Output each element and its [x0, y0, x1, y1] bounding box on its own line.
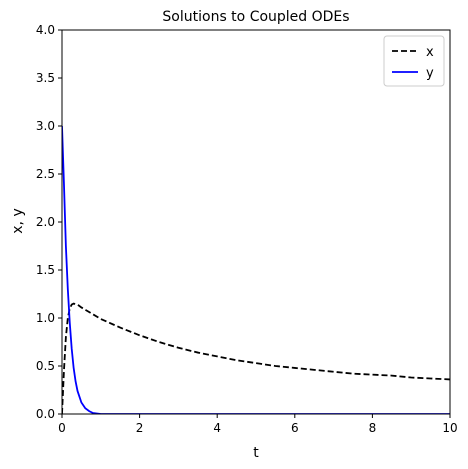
y-tick-label: 1.5 — [36, 263, 55, 277]
plot-frame — [61, 29, 451, 415]
y-tick-label: 4.0 — [36, 23, 55, 37]
x-tick-label: 6 — [291, 421, 299, 435]
y-tick-label: 1.0 — [36, 311, 55, 325]
legend-frame — [383, 35, 445, 87]
x-axis-label: t — [253, 445, 259, 461]
legend-label-y: y — [426, 66, 434, 81]
y-tick-label: 3.0 — [36, 119, 55, 133]
x-tick-label: 4 — [213, 421, 221, 435]
x-tick-label: 10 — [442, 421, 457, 435]
plot-area: 0 2 4 6 8 10 0.0 0.5 1.0 1.5 2.0 2.5 3.0 3.5 4.0 — [36, 23, 458, 435]
y-axis-label: x, y — [10, 208, 26, 233]
series-line-y — [62, 125, 450, 414]
series-group — [62, 125, 450, 414]
x-tick-label: 8 — [369, 421, 377, 435]
series-line-x — [62, 302, 450, 414]
x-tick-label: 2 — [136, 421, 144, 435]
y-tick-label: 2.0 — [36, 215, 55, 229]
y-tick-label: 0.5 — [36, 359, 55, 373]
y-tick-label: 0.0 — [36, 407, 55, 421]
x-tick-label: 0 — [58, 421, 66, 435]
chart-title: Solutions to Coupled ODEs — [162, 9, 349, 25]
legend-label-x: x — [426, 45, 434, 60]
y-tick-label: 2.5 — [36, 167, 55, 181]
y-tick-label: 3.5 — [36, 71, 55, 85]
legend: xy — [383, 35, 445, 87]
